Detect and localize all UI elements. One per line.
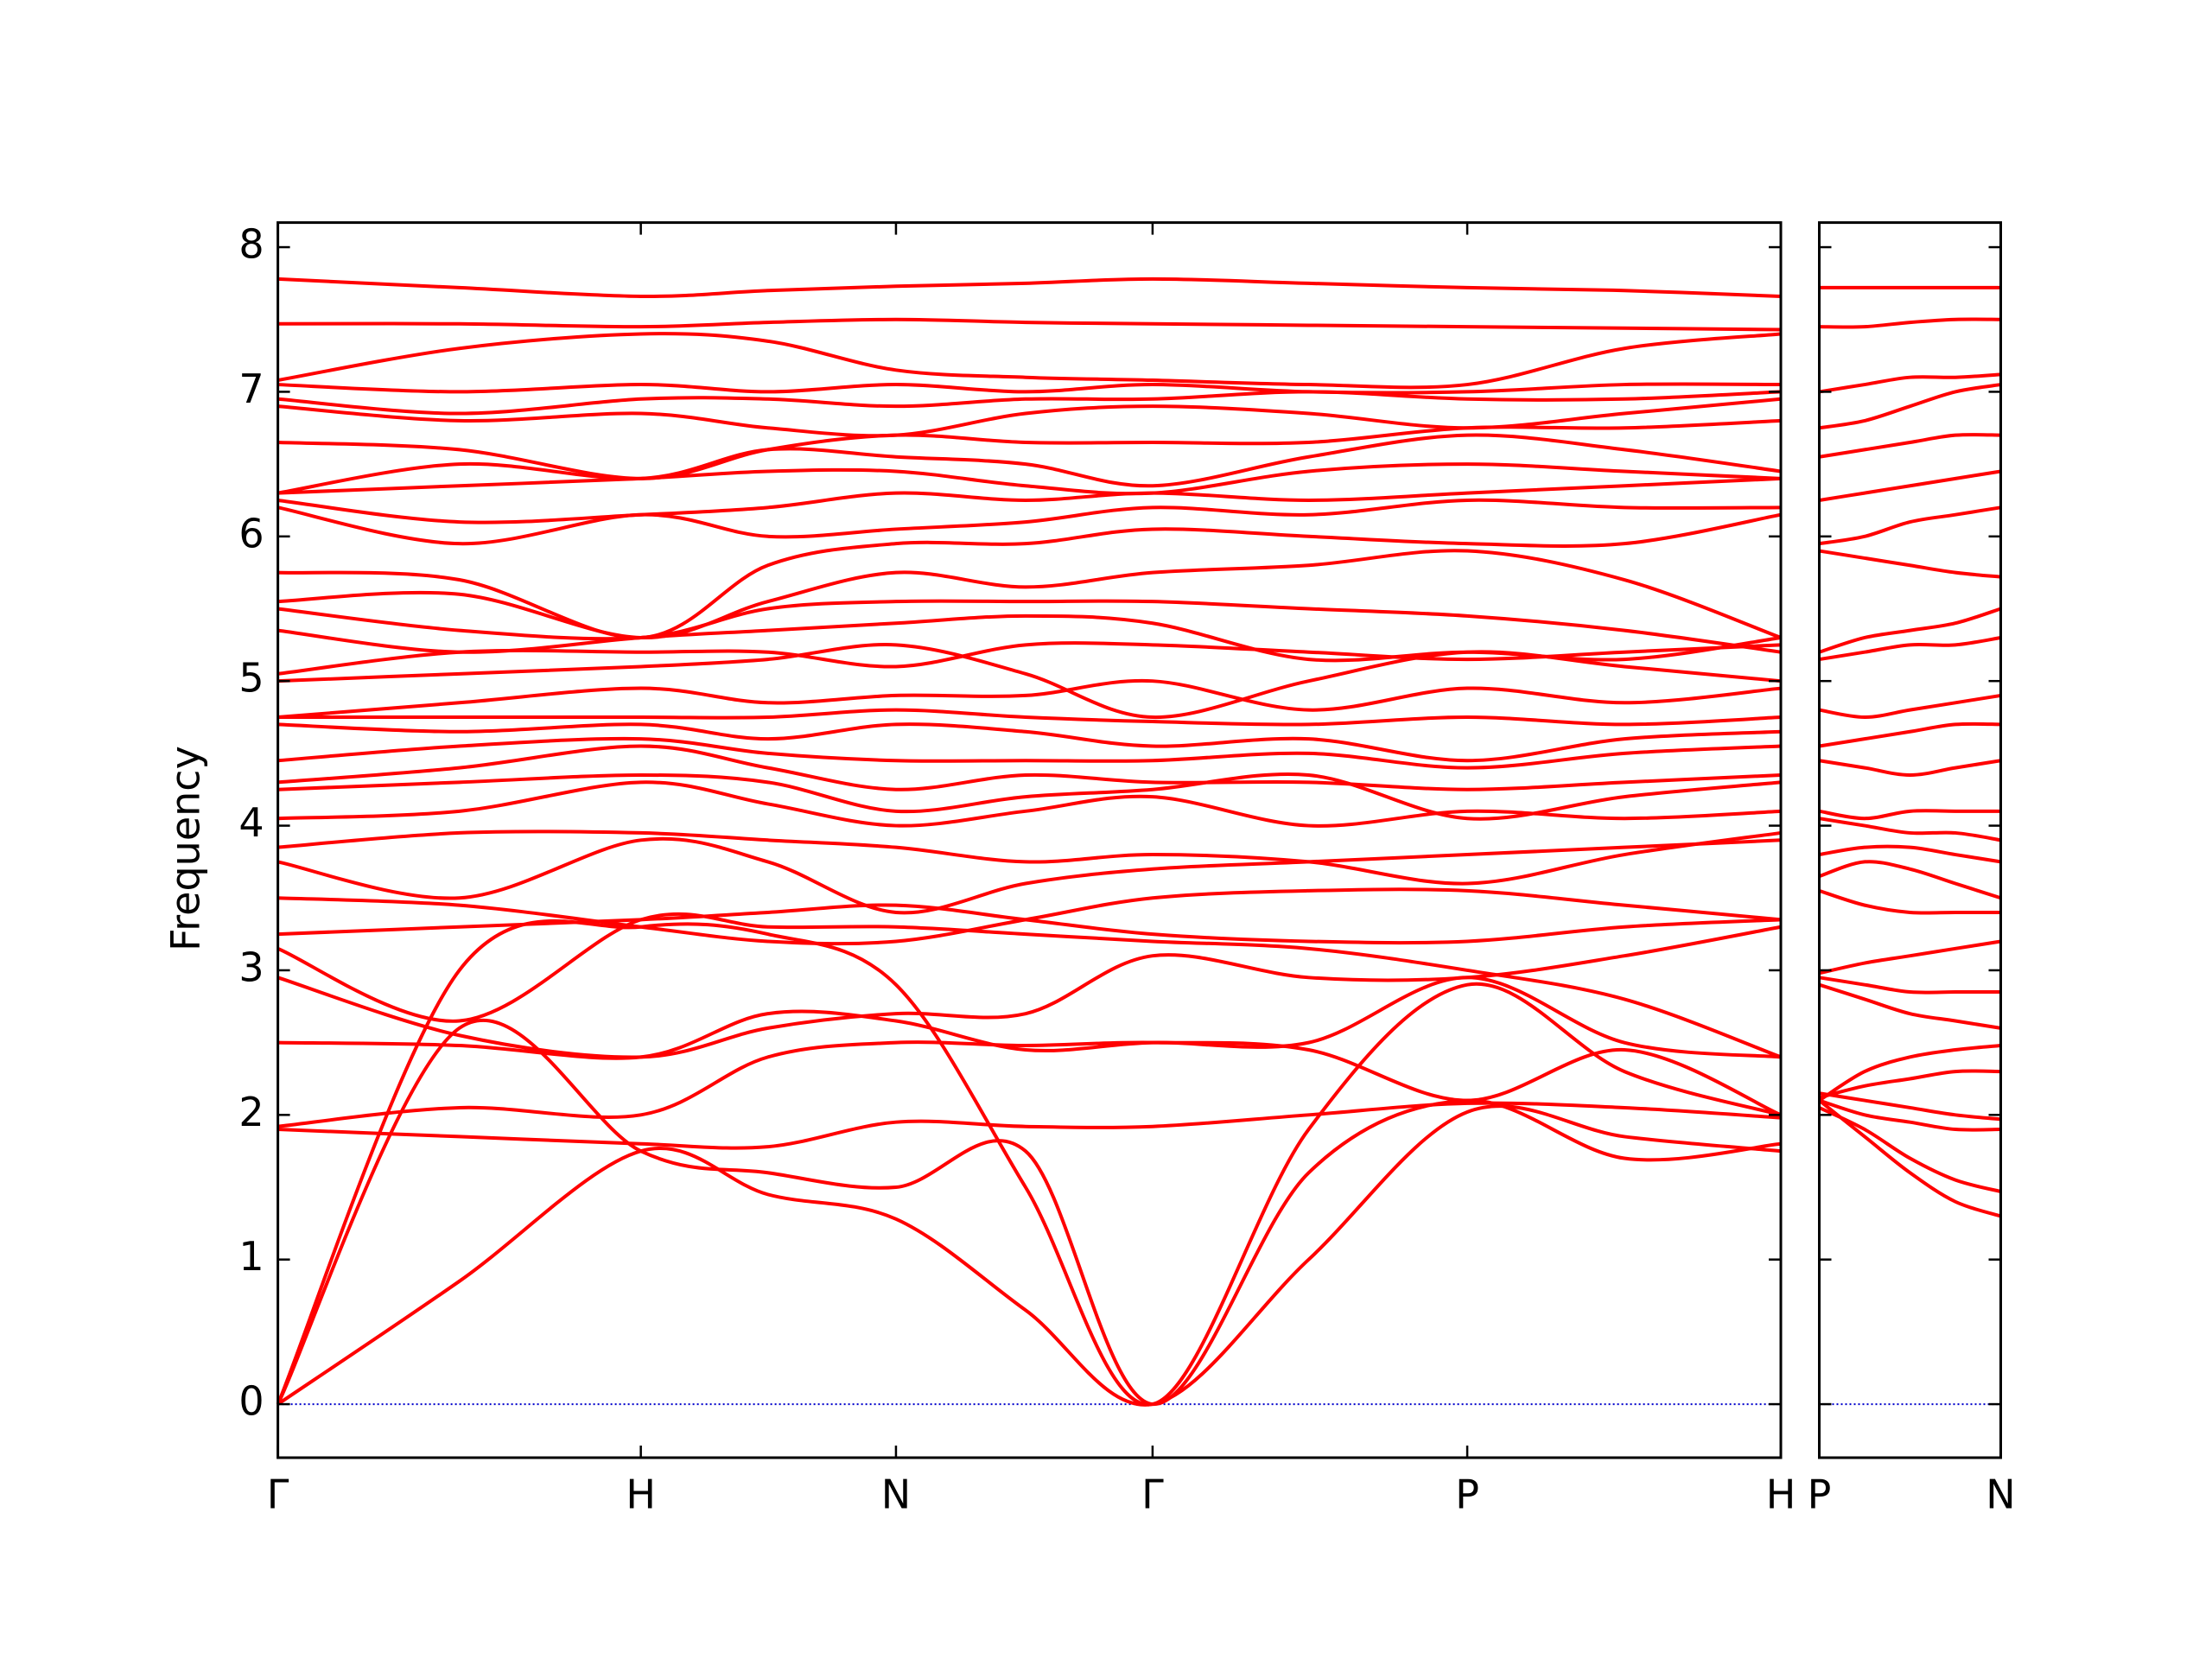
band-line — [276, 912, 1782, 1059]
band-line — [277, 433, 1782, 495]
band-line — [277, 887, 1782, 946]
x-tick-label: N — [1986, 1471, 2015, 1518]
band-line — [277, 549, 1782, 639]
x-tick-label: Γ — [1141, 1471, 1164, 1518]
y-tick-label: 1 — [238, 1233, 264, 1280]
band-line — [276, 1019, 1782, 1407]
y-tick-label: 6 — [238, 510, 264, 556]
band-line — [1819, 1069, 2001, 1100]
x-tick-label: H — [626, 1471, 656, 1518]
band-line — [277, 722, 1782, 763]
band-line — [1819, 383, 2001, 430]
plot-frame — [1818, 221, 2002, 1459]
band-line — [277, 418, 1782, 480]
y-tick-label: 7 — [238, 365, 264, 412]
band-line — [277, 976, 1782, 1060]
band-line — [1819, 759, 2001, 777]
band-line — [277, 599, 1782, 654]
band-line — [277, 836, 1782, 915]
x-tick-label: H — [1766, 1471, 1796, 1518]
band-line — [277, 476, 1782, 524]
x-tick-label: N — [881, 1471, 911, 1518]
band-line — [1819, 635, 2001, 662]
y-tick-label: 5 — [238, 655, 264, 702]
band-line — [1819, 505, 2001, 546]
band-line — [277, 390, 1782, 416]
x-tick-label: Γ — [267, 1471, 289, 1518]
band-line — [1818, 860, 2002, 900]
band-line — [277, 1040, 1782, 1128]
band-line — [1818, 982, 2001, 1030]
band-line — [276, 1104, 1782, 1407]
band-line — [1819, 317, 2001, 329]
band-line — [277, 708, 1782, 727]
band-line — [1818, 607, 2002, 654]
y-tick-label: 3 — [238, 944, 264, 990]
band-line — [277, 641, 1782, 676]
band-line — [1819, 844, 2001, 864]
band-line — [1819, 693, 2001, 720]
x-tick-label: P — [1455, 1471, 1479, 1518]
band-line — [1818, 1098, 2001, 1132]
band-line — [277, 613, 1782, 663]
band-line — [277, 332, 1782, 390]
band-line — [1819, 809, 2001, 821]
band-line — [1819, 372, 2001, 394]
band-line — [277, 397, 1782, 438]
band-line — [1818, 1099, 2002, 1218]
band-line — [277, 744, 1782, 791]
band-line — [1819, 976, 2001, 995]
y-tick-label: 2 — [238, 1089, 264, 1135]
band-line — [277, 772, 1782, 821]
band-line — [1819, 939, 2001, 976]
band-line — [1819, 469, 2001, 502]
band-line — [277, 736, 1782, 770]
band-line — [277, 1101, 1782, 1150]
band-line — [276, 925, 1782, 1059]
band-line — [277, 462, 1782, 496]
band-line — [277, 780, 1782, 828]
band-line — [1819, 549, 2001, 579]
x-tick-label: P — [1808, 1471, 1832, 1518]
band-line — [1819, 721, 2001, 748]
band-line — [277, 512, 1782, 639]
y-tick-label: 4 — [238, 799, 264, 846]
band-line — [277, 678, 1782, 720]
band-line — [276, 919, 1782, 1407]
band-line — [1818, 1106, 2001, 1193]
band-line — [1819, 433, 2001, 459]
band-line — [277, 317, 1782, 332]
band-line — [1818, 1043, 2001, 1103]
plot-frame — [276, 221, 1783, 1459]
band-line — [1818, 888, 2001, 915]
band-line — [277, 830, 1782, 886]
band-line — [277, 276, 1782, 298]
band-line — [277, 498, 1782, 546]
band-line — [277, 382, 1782, 395]
y-axis-label: Frequency — [162, 746, 209, 951]
y-tick-label: 8 — [238, 221, 264, 268]
band-line — [1819, 1091, 2001, 1122]
y-tick-label: 0 — [238, 1378, 264, 1425]
band-line — [1819, 817, 2001, 842]
